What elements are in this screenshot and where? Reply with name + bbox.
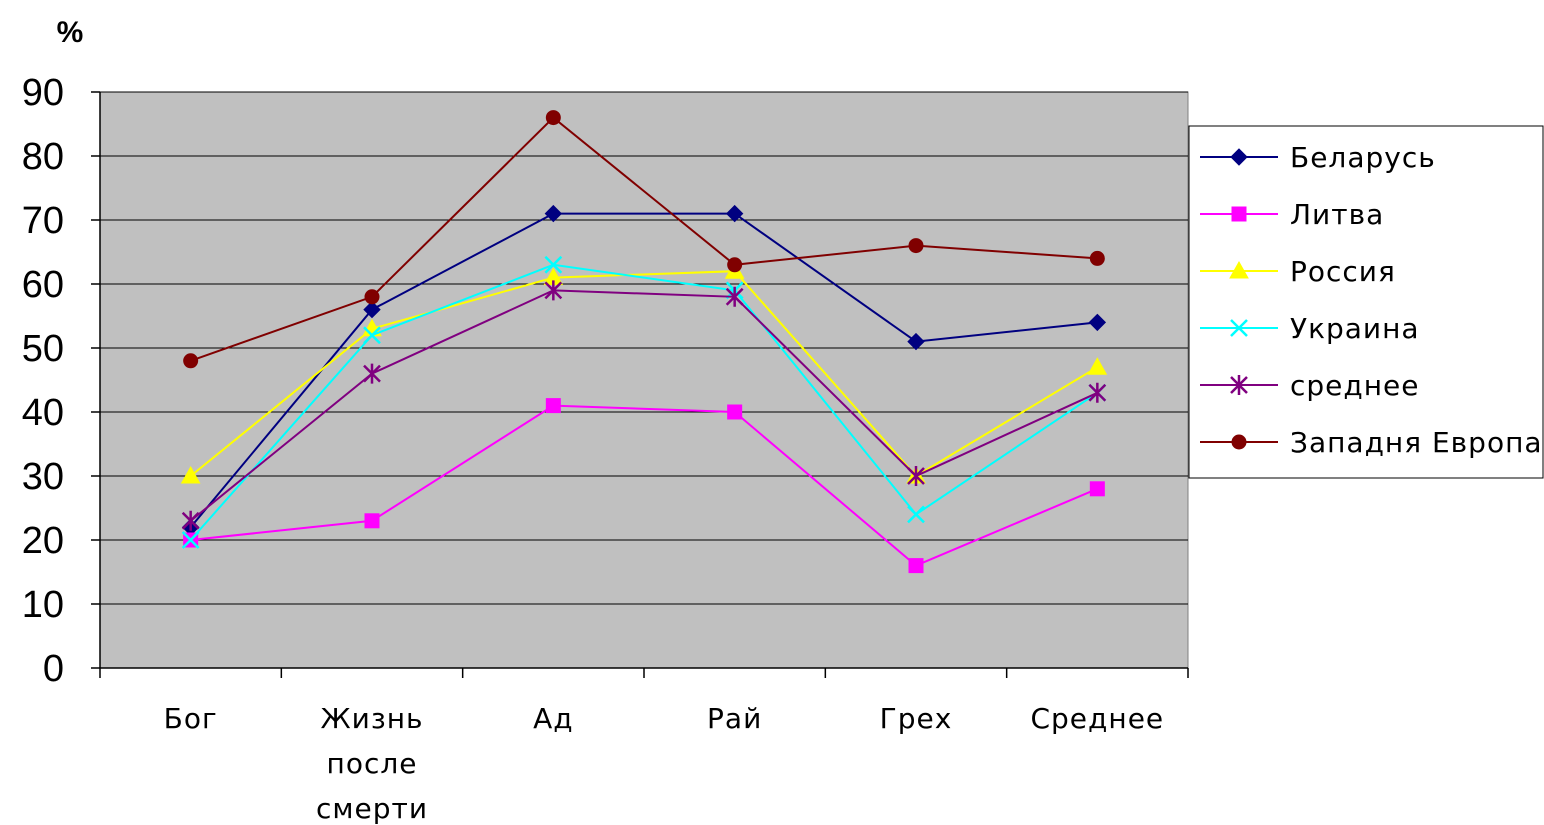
data-point — [544, 204, 563, 223]
series-line — [189, 212, 1098, 528]
x-tick-label: Ад — [533, 702, 574, 735]
x-tick-label-line: Ад — [533, 702, 574, 735]
legend-marker — [1231, 206, 1247, 222]
x-tick-label: Рай — [707, 702, 762, 735]
legend-label: среднее — [1290, 369, 1420, 402]
x-tick-label-line: Грех — [880, 702, 953, 735]
legend-label: Россия — [1290, 255, 1396, 288]
legend-item: Россия — [1200, 255, 1396, 288]
legend-marker — [1230, 148, 1248, 166]
data-point — [908, 558, 924, 574]
x-tick-label-line: Бог — [164, 702, 218, 735]
data-point — [907, 332, 925, 351]
data-point — [364, 513, 380, 529]
legend-label: Западня Европа — [1290, 426, 1543, 459]
x-tick-label-line: Жизнь — [320, 702, 423, 735]
y-tick-label: 40 — [22, 392, 64, 434]
legend-marker — [1229, 260, 1249, 279]
legend-marker — [1231, 434, 1247, 450]
series-line — [190, 289, 1098, 522]
x-tick-label-line: после — [327, 747, 418, 780]
x-tick-label-line: Среднее — [1030, 702, 1164, 735]
data-point — [181, 531, 200, 549]
data-point — [181, 510, 200, 531]
data-point — [364, 289, 380, 305]
data-point — [725, 204, 744, 223]
data-point — [183, 353, 199, 369]
data-point — [908, 238, 924, 254]
x-tick-label: Жизнь после смерти — [316, 702, 428, 825]
y-tick-label: 60 — [22, 264, 64, 306]
data-point — [907, 505, 925, 524]
series-5 — [181, 280, 1107, 531]
legend-label: Литва — [1290, 198, 1384, 231]
y-tick-label: 10 — [22, 584, 64, 626]
data-point — [363, 326, 381, 345]
x-tick-label-line: смерти — [316, 792, 428, 825]
data-point — [727, 404, 743, 420]
data-point — [363, 363, 381, 384]
series-line — [190, 116, 1098, 362]
x-tick-label: Грех — [880, 702, 953, 735]
data-point — [725, 286, 744, 307]
legend-label: Украина — [1290, 312, 1420, 345]
legend-label: Беларусь — [1290, 141, 1436, 174]
series-line — [190, 404, 1098, 567]
y-tick-label: 0 — [43, 648, 64, 690]
data-point — [1087, 357, 1108, 375]
y-axis-unit-label: % — [57, 16, 84, 49]
legend-item: Литва — [1200, 198, 1384, 231]
series-layer — [180, 110, 1108, 574]
data-point — [544, 255, 563, 274]
data-point — [363, 300, 381, 319]
y-tick-label: 90 — [22, 72, 64, 114]
legend-box — [1188, 125, 1544, 479]
series-2 — [183, 398, 1105, 574]
series-line — [189, 263, 1098, 541]
data-point — [545, 110, 561, 126]
y-tick-label: 20 — [22, 520, 64, 562]
y-tick-label: 30 — [22, 456, 64, 498]
data-point — [545, 398, 561, 414]
plot-area — [99, 91, 1189, 669]
series-6 — [183, 110, 1105, 369]
x-tick-label: Бог — [164, 702, 218, 735]
x-tick-label-line: Рай — [707, 702, 762, 735]
data-point — [1089, 481, 1105, 497]
legend: Беларусь Литва Россия Украина среднее Западня… — [1188, 125, 1544, 479]
axes: 0 10 20 30 40 50 60 70 80 90 Бог Жизнь после смерти Ад… — [22, 72, 1189, 825]
series-line — [190, 270, 1098, 478]
legend-marker — [1230, 319, 1248, 337]
legend-item: среднее — [1200, 369, 1420, 402]
data-point — [907, 466, 925, 486]
legend-item: Украина — [1200, 312, 1420, 345]
data-point — [1088, 382, 1107, 403]
gridlines — [100, 91, 1188, 605]
legend-marker — [1230, 375, 1248, 395]
legend-item: Западня Европа — [1200, 426, 1543, 459]
data-point — [727, 257, 743, 273]
data-point — [1088, 313, 1107, 332]
x-tick-label: Среднее — [1030, 702, 1164, 735]
data-point — [544, 280, 563, 301]
legend-item: Беларусь — [1200, 141, 1436, 174]
data-point — [1089, 250, 1105, 266]
y-tick-label: 50 — [22, 328, 64, 370]
y-tick-label: 80 — [22, 136, 64, 178]
y-tick-label: 70 — [22, 200, 64, 242]
data-point — [180, 465, 201, 484]
